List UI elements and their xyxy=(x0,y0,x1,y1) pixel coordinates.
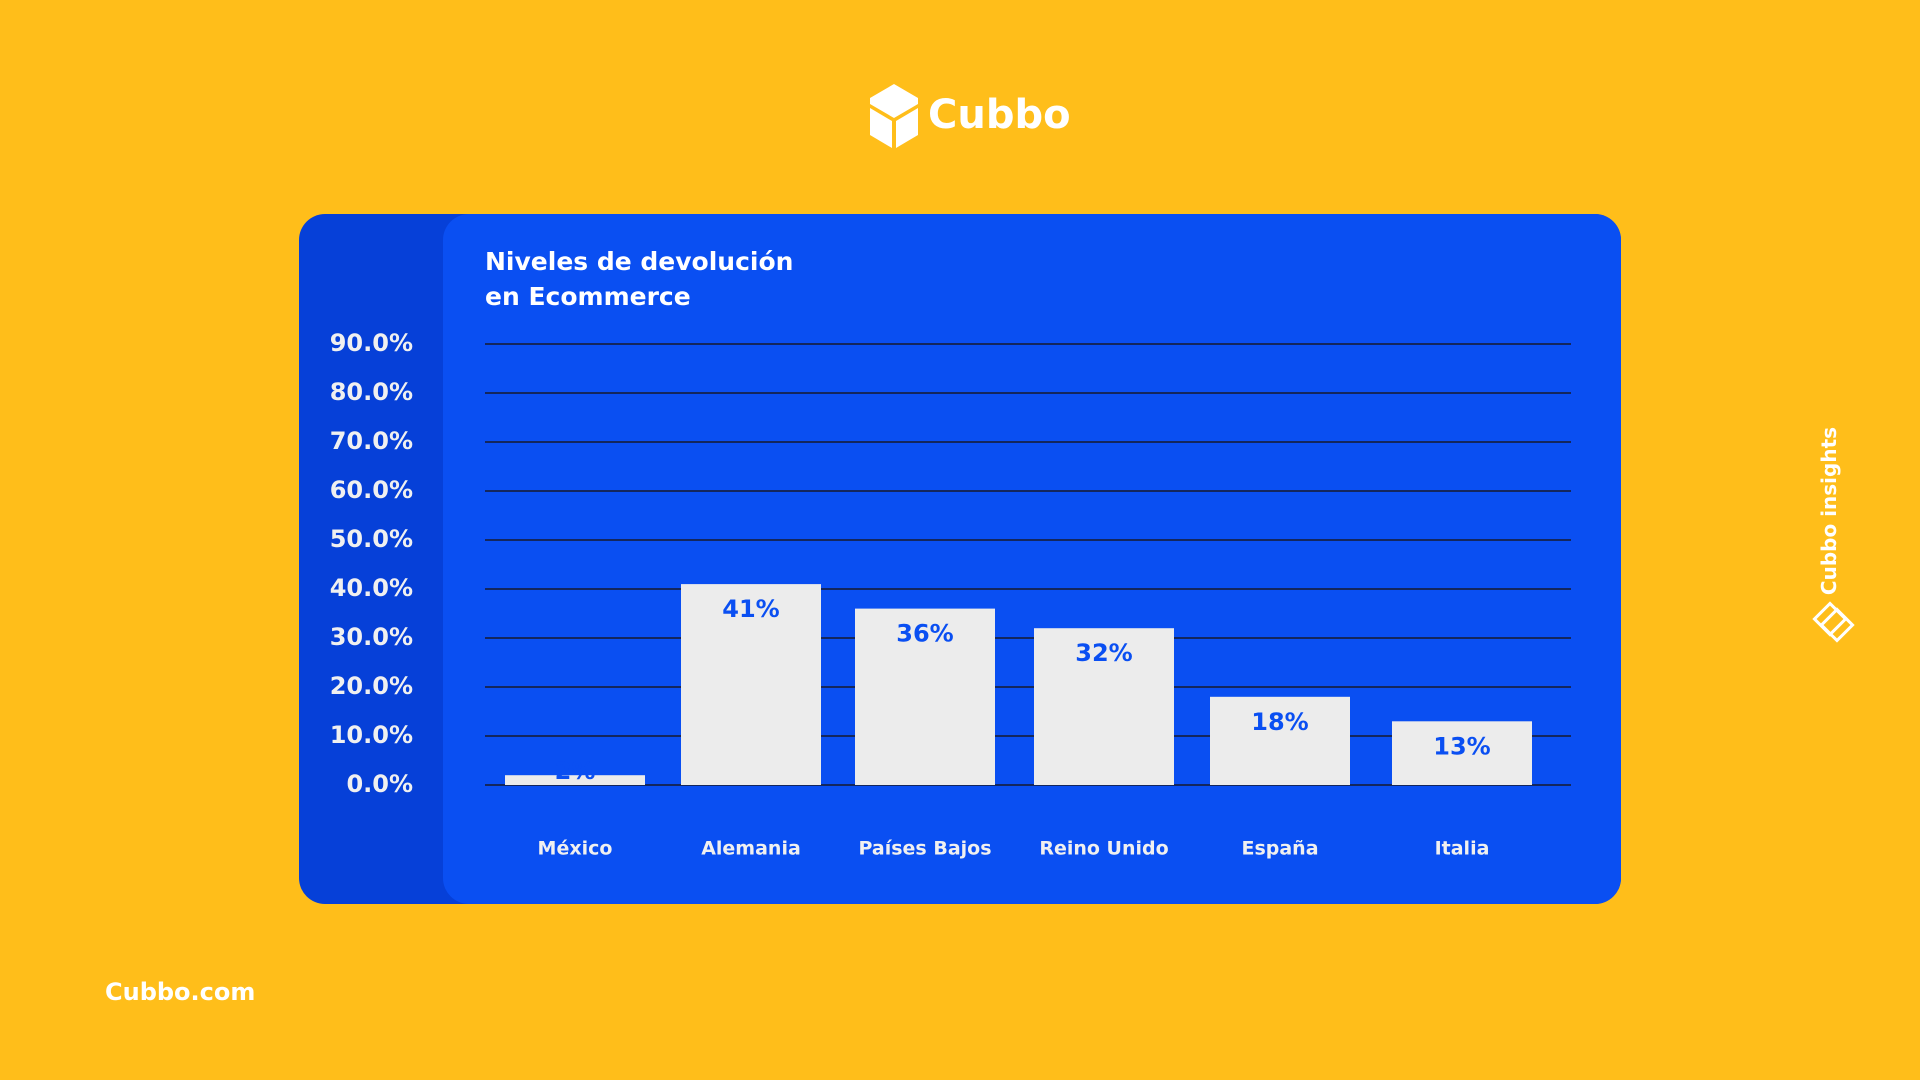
x-tick-label: Países Bajos xyxy=(858,838,991,860)
y-tick-label: 70.0% xyxy=(330,427,413,455)
y-tick-label: 30.0% xyxy=(330,623,413,651)
value-label: 18% xyxy=(1251,708,1308,736)
chart-title: Niveles de devolución en Ecommerce xyxy=(485,247,794,311)
card-main xyxy=(443,214,1621,904)
value-label: 32% xyxy=(1075,639,1132,667)
y-tick-label: 90.0% xyxy=(330,329,413,357)
y-tick-label: 20.0% xyxy=(330,672,413,700)
bar xyxy=(855,608,995,785)
value-label: 36% xyxy=(896,620,953,648)
value-label: 13% xyxy=(1433,732,1490,760)
footer[interactable]: Cubbo.com xyxy=(105,978,256,1006)
x-tick-label: España xyxy=(1241,838,1318,860)
y-tick-label: 50.0% xyxy=(330,525,413,553)
insights-icon xyxy=(1812,601,1855,643)
value-label: 2% xyxy=(555,757,596,785)
y-tick-label: 60.0% xyxy=(330,476,413,504)
logo-icon xyxy=(870,84,918,148)
bar xyxy=(1034,628,1174,785)
x-tick-label: Alemania xyxy=(701,838,801,860)
y-tick-label: 0.0% xyxy=(346,770,413,798)
y-tick-label: 80.0% xyxy=(330,378,413,406)
bar xyxy=(1210,696,1350,785)
value-label: 41% xyxy=(722,595,779,623)
side-label: Cubbo insights xyxy=(1817,426,1841,596)
y-tick-label: 10.0% xyxy=(330,721,413,749)
x-tick-label: Reino Unido xyxy=(1039,838,1168,860)
bar xyxy=(505,775,645,785)
y-tick-label: 40.0% xyxy=(330,574,413,602)
bar xyxy=(1392,721,1532,785)
x-tick-label: Italia xyxy=(1435,838,1490,860)
brand: Cubbo xyxy=(928,92,1071,138)
bar xyxy=(681,584,821,785)
x-tick-label: México xyxy=(538,838,613,860)
